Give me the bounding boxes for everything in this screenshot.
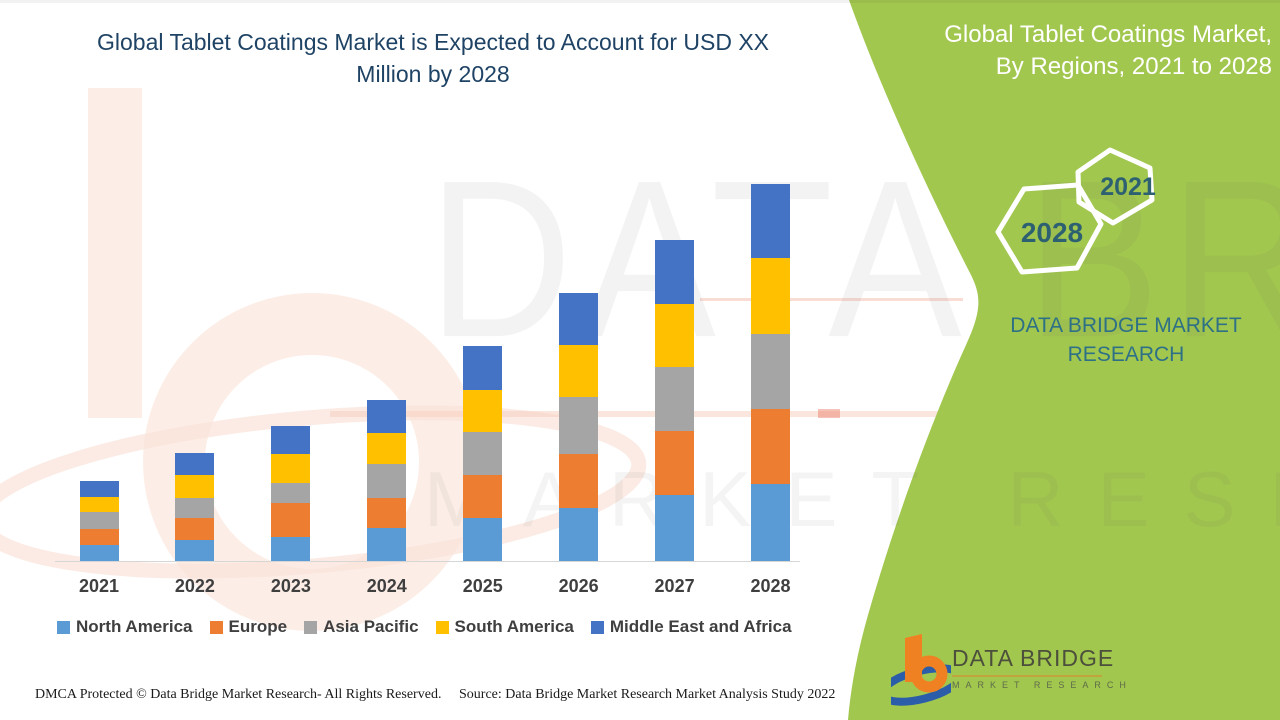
hexagon-2028-icon	[995, 182, 1104, 275]
copyright-text: DMCA Protected © Data Bridge Market Rese…	[35, 687, 442, 702]
legend-item-north-america: North America	[57, 617, 193, 637]
legend-label: Middle East and Africa	[609, 617, 792, 636]
legend-label: North America	[76, 617, 193, 636]
hexagon-2021-icon	[1075, 147, 1155, 226]
legend-item-europe: Europe	[209, 617, 288, 637]
bar-segment-2023-asia-pacific	[271, 483, 311, 503]
bar-segment-2021-asia-pacific	[79, 512, 119, 529]
bar-segment-2024-middle-east-and-africa	[367, 400, 407, 433]
bar-segment-2022-asia-pacific	[175, 498, 215, 518]
bar-segment-2023-south-america	[271, 454, 311, 483]
bar-segment-2025-north-america	[463, 518, 503, 561]
bar-segment-2021-europe	[79, 529, 119, 545]
legend-swatch-icon	[435, 620, 449, 634]
brand-wordmark: DATA BRIDGE MARKET RESEARCH	[1010, 314, 1242, 366]
bar-segment-2024-south-america	[367, 433, 407, 464]
bar-segment-2024-asia-pacific	[367, 464, 407, 498]
x-axis-label-2023: 2023	[270, 576, 311, 596]
x-axis-label-2024: 2024	[366, 576, 407, 596]
bar-segment-2028-south-america	[751, 258, 790, 334]
legend-item-middle-east-and-africa: Middle East and Africa	[590, 617, 792, 637]
bar-segment-2026-europe	[559, 454, 599, 508]
bar-segment-2023-north-america	[271, 537, 311, 561]
bar-segment-2024-north-america	[367, 528, 407, 561]
bar-segment-2021-north-america	[79, 545, 119, 561]
top-edge-line	[0, 0, 1280, 3]
bar-segment-2027-asia-pacific	[655, 367, 695, 431]
x-axis-label-2026: 2026	[558, 576, 599, 596]
legend-label: South America	[454, 617, 574, 636]
x-axis-label-2021: 2021	[78, 576, 120, 596]
bar-segment-2023-europe	[271, 503, 311, 537]
x-axis-label-2027: 2027	[654, 576, 695, 596]
bar-segment-2028-asia-pacific	[751, 334, 790, 409]
bar-segment-2025-asia-pacific	[463, 432, 503, 475]
source-text: Source: Data Bridge Market Research Mark…	[459, 687, 836, 702]
legend-swatch-icon	[590, 620, 604, 634]
legend-swatch-icon	[57, 620, 70, 634]
bar-segment-2025-europe	[463, 475, 503, 518]
bar-segment-2026-north-america	[559, 508, 599, 561]
x-axis-label-2028: 2028	[750, 576, 791, 596]
hexagon-year-2028: 2028	[1020, 217, 1084, 248]
legend-swatch-icon	[304, 620, 318, 634]
logo-wordmark: DATA BRIDGE	[952, 645, 1113, 677]
legend-label: Europe	[228, 617, 288, 636]
bar-segment-2027-middle-east-and-africa	[655, 240, 695, 304]
bar-segment-2022-europe	[175, 518, 215, 540]
hexagon-year-2021: 2021	[1100, 173, 1156, 201]
bar-segment-2021-south-america	[79, 497, 119, 512]
x-axis-label-2025: 2025	[462, 576, 503, 596]
legend-swatch-icon	[209, 620, 223, 634]
bar-segment-2022-south-america	[175, 475, 215, 498]
bar-segment-2028-europe	[751, 409, 790, 484]
chart-legend: North America Europe Asia Pacific South Ame…	[57, 617, 792, 637]
bar-segment-2023-middle-east-and-africa	[271, 426, 311, 454]
bar-segment-2027-south-america	[655, 304, 695, 367]
logo-b-icon	[891, 634, 951, 706]
company-logo: DATA BRIDGE MARKET RESEARCH	[891, 628, 1132, 712]
bar-segment-2022-north-america	[175, 540, 215, 561]
bar-segment-2024-europe	[367, 498, 407, 528]
legend-item-south-america: South America	[435, 617, 574, 637]
bar-segment-2026-middle-east-and-africa	[559, 293, 599, 345]
bar-segment-2027-europe	[655, 431, 695, 495]
bar-segment-2025-middle-east-and-africa	[463, 346, 503, 390]
bar-segment-2028-middle-east-and-africa	[751, 184, 790, 258]
legend-label: Asia Pacific	[323, 617, 419, 636]
panel-title: Global Tablet Coatings Market, By Region…	[944, 21, 1272, 80]
chart-title: Global Tablet Coatings Market is Expecte…	[96, 29, 770, 87]
bar-segment-2021-middle-east-and-africa	[79, 481, 119, 497]
logo-subtitle: MARKET RESEARCH	[952, 680, 1132, 690]
bar-segment-2026-asia-pacific	[559, 397, 599, 454]
bar-segment-2028-north-america	[751, 484, 790, 561]
bar-segment-2027-north-america	[655, 495, 695, 561]
legend-item-asia-pacific: Asia Pacific	[304, 617, 419, 637]
hexagons-graphic	[995, 147, 1155, 275]
bar-segment-2022-middle-east-and-africa	[175, 453, 215, 475]
x-axis-label-2022: 2022	[174, 576, 215, 596]
bar-segment-2025-south-america	[463, 390, 503, 432]
x-axis-line	[55, 561, 800, 562]
bar-segment-2026-south-america	[559, 345, 599, 397]
